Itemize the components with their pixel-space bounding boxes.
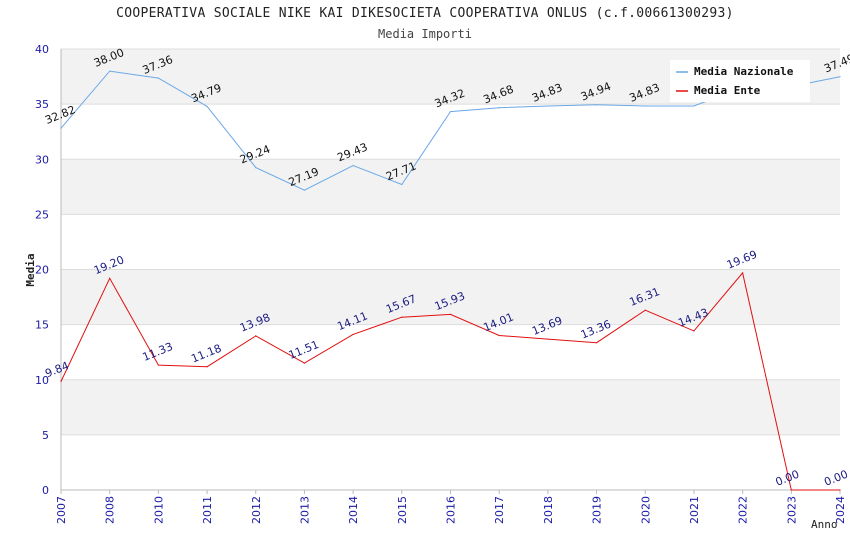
x-tick-label: 2008 — [104, 496, 117, 524]
y-tick-label: 40 — [35, 43, 49, 56]
x-tick-label: 2023 — [785, 496, 798, 524]
data-point — [547, 338, 549, 340]
data-point — [60, 127, 62, 129]
data-point — [303, 362, 306, 364]
x-tick-label: 2014 — [347, 496, 360, 524]
chart-subtitle: Media Importi — [378, 27, 472, 41]
y-tick-label: 20 — [35, 264, 49, 277]
y-tick-label: 25 — [35, 208, 49, 221]
data-label: 0.00 — [774, 468, 802, 489]
x-tick-label: 2024 — [834, 496, 847, 524]
x-tick-label: 2021 — [688, 496, 701, 524]
data-point — [206, 105, 208, 108]
data-point — [547, 105, 549, 107]
data-label: 11.51 — [287, 338, 321, 362]
x-tick-label: 2018 — [542, 496, 555, 524]
grid-bands — [61, 49, 840, 435]
x-tick-label: 2013 — [298, 496, 311, 524]
data-point — [449, 313, 452, 315]
data-label: 11.33 — [141, 340, 175, 364]
data-point — [595, 104, 598, 106]
x-tick-label: 2007 — [55, 496, 68, 524]
data-point — [60, 380, 62, 383]
data-point — [595, 342, 598, 344]
x-axis-label: Anno — [811, 518, 838, 531]
y-ticks: 0 5 10 15 20 25 30 35 40 — [35, 43, 49, 497]
legend: Media Nazionale Media Ente — [670, 60, 810, 102]
x-tick-label: 2010 — [152, 496, 165, 524]
data-point — [157, 364, 159, 366]
y-tick-label: 10 — [35, 374, 49, 387]
data-point — [742, 272, 744, 274]
x-tick-label: 2016 — [445, 496, 458, 524]
y-tick-label: 35 — [35, 98, 49, 111]
y-axis-label: Media — [24, 253, 37, 286]
data-point — [693, 105, 695, 107]
data-point — [255, 335, 257, 337]
data-point — [839, 489, 841, 491]
x-tick-label: 2012 — [250, 496, 263, 524]
grid-band — [61, 269, 840, 325]
data-point — [839, 76, 841, 78]
data-label: 11.18 — [189, 342, 223, 366]
legend-box — [670, 60, 810, 102]
x-tick-label: 2022 — [737, 496, 750, 524]
data-point — [352, 164, 354, 167]
data-point — [157, 77, 159, 79]
legend-label-nazionale: Media Nazionale — [694, 65, 794, 78]
data-point — [644, 105, 646, 107]
y-tick-label: 15 — [35, 319, 49, 332]
data-point — [790, 489, 792, 491]
data-point — [644, 309, 646, 311]
x-tick-label: 2020 — [639, 496, 652, 524]
y-tick-label: 0 — [42, 484, 49, 497]
x-tick-label: 2011 — [201, 496, 214, 524]
data-point — [401, 183, 403, 186]
data-label: 0.00 — [822, 468, 850, 489]
data-point — [449, 111, 452, 113]
grid-band — [61, 159, 840, 215]
data-point — [498, 334, 500, 337]
x-tick-label: 2017 — [493, 496, 506, 524]
data-label: 19.69 — [725, 248, 759, 272]
x-tick-label: 2015 — [396, 496, 409, 524]
legend-label-ente: Media Ente — [694, 84, 761, 97]
data-point — [303, 189, 306, 191]
data-point — [206, 366, 208, 368]
data-point — [498, 107, 500, 109]
grid-band — [61, 379, 840, 435]
data-point — [401, 316, 403, 318]
data-point — [693, 330, 695, 332]
data-point — [109, 70, 111, 72]
data-label: 9.84 — [43, 359, 71, 380]
x-ticks: 2007 2008 2010 2011 2012 2013 2014 2015 2016 2017… — [55, 490, 847, 524]
data-point — [109, 277, 111, 279]
x-tick-label: 2019 — [591, 496, 604, 524]
data-point — [255, 167, 257, 169]
y-tick-label: 5 — [42, 429, 49, 442]
chart-title: COOPERATIVA SOCIALE NIKE KAI DIKESOCIETA… — [116, 6, 734, 21]
data-point — [352, 333, 354, 336]
y-tick-label: 30 — [35, 153, 49, 166]
